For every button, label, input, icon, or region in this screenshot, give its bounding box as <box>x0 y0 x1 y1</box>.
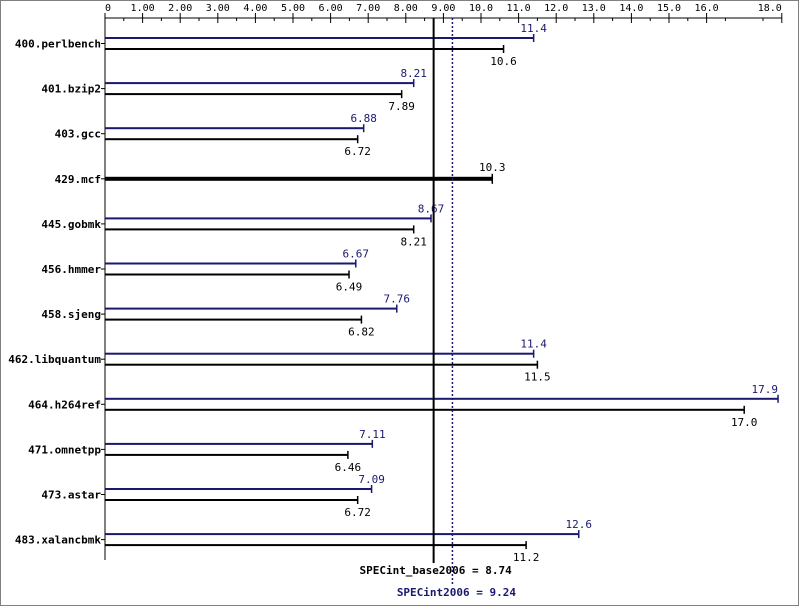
base-mean-label: SPECint_base2006 = 8.74 <box>359 564 512 577</box>
bar-peak <box>105 217 431 220</box>
bar-value-label: 8.21 <box>400 235 427 248</box>
category-label: 464.h264ref <box>28 398 101 411</box>
bar-value-label: 11.5 <box>524 371 551 384</box>
bar-peak <box>105 488 372 490</box>
x-tick-label: 5.00 <box>281 3 305 14</box>
bar-value-label: 11.4 <box>520 22 547 35</box>
bar-base <box>105 228 414 231</box>
category-label: 429.mcf <box>55 173 101 186</box>
x-tick-label: 18.0 <box>758 3 782 14</box>
bar-base <box>105 499 358 501</box>
x-tick-label: 6.00 <box>319 3 343 14</box>
bar-base <box>105 273 350 276</box>
bar-peak <box>105 352 534 355</box>
bar-peak <box>105 533 579 536</box>
bar-value-label: 10.3 <box>479 161 506 174</box>
x-tick-label: 14.0 <box>619 3 643 14</box>
category-label: 471.omnetpp <box>28 443 101 456</box>
bar-base <box>105 453 348 456</box>
x-tick-label: 10.0 <box>469 3 493 14</box>
category-label: 403.gcc <box>55 128 101 141</box>
category-label: 483.xalancbmk <box>15 534 101 547</box>
x-tick-label: 7.00 <box>356 3 380 14</box>
bar-value-label: 6.72 <box>344 145 371 158</box>
x-tick-label: 2.00 <box>168 3 192 14</box>
bar-peak <box>105 127 364 130</box>
bar-value-label: 6.82 <box>348 326 375 339</box>
x-tick-label: 11.0 <box>507 3 531 14</box>
category-label: 473.astar <box>41 489 101 502</box>
bar-value-label: 6.67 <box>343 248 370 261</box>
category-label: 400.perlbench <box>15 38 101 51</box>
bar-peak <box>105 262 356 265</box>
bar-value-label: 7.89 <box>388 100 415 113</box>
bar-peak <box>105 397 779 400</box>
x-tick-label: 13.0 <box>582 3 606 14</box>
category-label: 445.gobmk <box>41 218 101 231</box>
bar-value-label: 8.67 <box>418 202 445 215</box>
bar-value-label: 12.6 <box>566 518 593 531</box>
x-tick-label: 4.00 <box>243 3 267 14</box>
x-tick-label: 9.00 <box>431 3 455 14</box>
bar-value-label: 7.11 <box>359 428 386 441</box>
reference-lines: SPECint_base2006 = 8.74 SPECint2006 = 9.2… <box>359 18 516 599</box>
bar-value-label: 11.4 <box>520 338 547 351</box>
category-labels: 400.perlbench 401.bzip2 403.gcc 429.mcf 445.… <box>8 38 101 547</box>
bar-base <box>105 176 493 181</box>
bar-base <box>105 318 362 321</box>
category-label: 462.libquantum <box>8 353 101 366</box>
category-label: 456.hmmer <box>41 263 101 276</box>
bar-value-label: 7.09 <box>358 473 385 486</box>
bars: 11.4 10.6 8.21 7.89 6.88 6.72 10.3 8.67 8.21 6.67… <box>105 22 779 564</box>
bar-value-label: 17.9 <box>752 383 779 396</box>
bar-value-label: 6.46 <box>335 461 362 474</box>
x-axis: 0 1.00 2.00 3.00 4.00 5.00 6.00 7.00 8.00 9.00 10.… <box>101 3 783 560</box>
bar-peak <box>105 37 534 39</box>
bar-peak <box>105 82 414 85</box>
x-tick-label: 16.0 <box>695 3 719 14</box>
bar-base <box>105 408 745 411</box>
bar-value-label: 17.0 <box>731 416 758 429</box>
x-tick-label: 12.0 <box>544 3 568 14</box>
bar-value-label: 6.88 <box>350 112 377 125</box>
bar-value-label: 7.76 <box>384 293 411 306</box>
bar-base <box>105 138 358 141</box>
category-label: 458.sjeng <box>41 308 101 321</box>
x-tick-label: 0 <box>105 3 111 14</box>
bar-value-label: 10.6 <box>490 55 517 68</box>
bar-base <box>105 363 538 366</box>
x-tick-label: 15.0 <box>657 3 681 14</box>
bar-base <box>105 93 402 96</box>
bar-value-label: 6.72 <box>344 506 371 519</box>
x-tick-label: 3.00 <box>206 3 230 14</box>
bar-peak <box>105 307 397 310</box>
category-label: 401.bzip2 <box>41 83 101 96</box>
bar-value-label: 11.2 <box>513 551 540 564</box>
bar-value-label: 8.21 <box>400 67 427 80</box>
x-tick-label: 1.00 <box>131 3 155 14</box>
peak-mean-label: SPECint2006 = 9.24 <box>397 586 517 599</box>
x-tick-label: 8.00 <box>394 3 418 14</box>
bar-base <box>105 48 504 50</box>
bar-value-label: 6.49 <box>336 281 363 294</box>
bar-base <box>105 544 527 547</box>
bar-peak <box>105 442 373 445</box>
